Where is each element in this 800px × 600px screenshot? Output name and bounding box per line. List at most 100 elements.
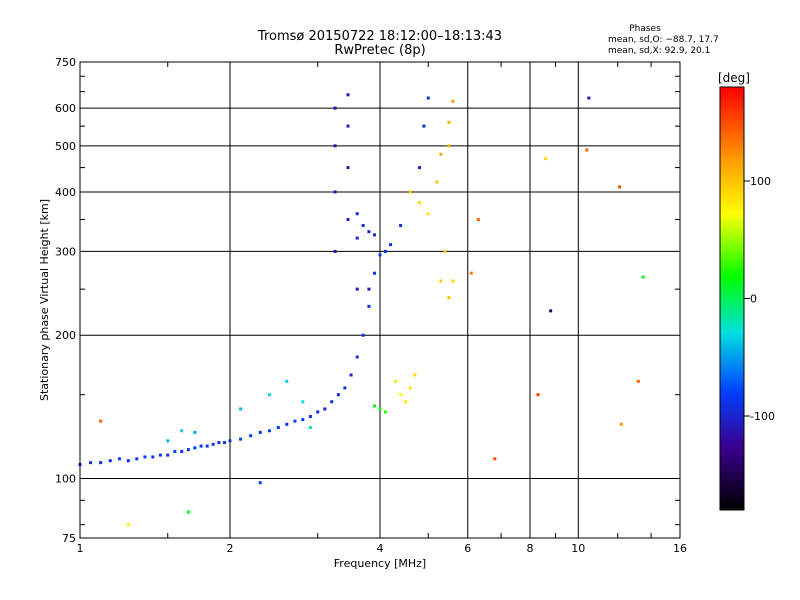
data-point — [439, 152, 443, 156]
data-point — [126, 523, 130, 527]
y-tick-labels: 75 100 200 300 400 500 600 750 — [55, 56, 76, 545]
data-point — [330, 400, 334, 404]
data-point — [389, 243, 393, 247]
data-point — [361, 333, 365, 337]
colorbar — [719, 86, 745, 511]
data-point — [399, 393, 403, 397]
x-tick-labels: 1 2 4 6 8 10 16 — [77, 542, 688, 555]
x-tick-label: 4 — [377, 542, 384, 555]
data-point — [323, 407, 327, 411]
x-tick-label: 6 — [464, 542, 471, 555]
data-point — [186, 510, 190, 514]
data-point — [217, 441, 221, 445]
data-point — [355, 287, 359, 291]
x-tick-label: 10 — [571, 542, 585, 555]
colorbar-tick-label: 100 — [750, 175, 771, 188]
data-point — [355, 212, 359, 216]
y-tick-label: 300 — [55, 245, 76, 258]
chart-subtitle: RwPretec (8p) — [334, 43, 425, 58]
data-point — [413, 373, 417, 377]
data-point — [373, 233, 377, 237]
data-point — [186, 448, 190, 452]
data-point — [239, 437, 243, 441]
data-point — [223, 441, 227, 445]
data-point — [333, 190, 337, 194]
data-point — [346, 166, 350, 170]
data-point — [399, 224, 403, 228]
data-point — [493, 457, 497, 461]
data-point — [355, 355, 359, 359]
data-point — [383, 410, 387, 414]
data-point — [367, 304, 371, 308]
data-point — [378, 253, 382, 257]
data-point — [180, 429, 184, 433]
data-point — [408, 190, 412, 194]
data-point — [249, 434, 253, 438]
data-point — [417, 166, 421, 170]
data-point — [544, 157, 548, 161]
phases-mean-x: mean, sd,X: 92.9, 20.1 — [608, 46, 710, 56]
data-point — [126, 459, 130, 463]
x-axis-label: Frequency [MHz] — [334, 557, 426, 570]
data-point — [258, 481, 262, 485]
y-tick-label: 75 — [62, 532, 76, 545]
data-point — [636, 379, 640, 383]
data-point — [158, 453, 162, 457]
data-point — [316, 410, 320, 414]
data-point — [367, 230, 371, 234]
data-point — [173, 449, 177, 453]
data-point — [205, 444, 209, 448]
data-point — [343, 386, 347, 390]
data-point — [549, 309, 553, 313]
data-point — [301, 400, 305, 404]
data-point — [267, 393, 271, 397]
data-point — [276, 425, 280, 429]
data-point — [403, 400, 407, 404]
colorbar-tick-labels: 100 0 -100 — [744, 175, 775, 423]
data-point — [228, 439, 232, 443]
data-point — [333, 249, 337, 253]
data-point — [447, 120, 451, 124]
y-tick-label: 400 — [55, 186, 76, 199]
x-tick-label: 2 — [227, 542, 234, 555]
y-axis-label: Stationary phase Virtual Height [km] — [38, 199, 51, 401]
data-point — [439, 279, 443, 283]
data-point — [333, 106, 337, 110]
data-point — [346, 93, 350, 97]
data-point — [285, 422, 289, 426]
data-point — [211, 442, 215, 446]
colorbar-label: [deg] — [718, 71, 750, 85]
data-point — [258, 430, 262, 434]
x-tick-label: 1 — [77, 542, 84, 555]
data-point — [355, 236, 359, 240]
data-point — [166, 439, 170, 443]
data-point — [349, 373, 353, 377]
data-point — [267, 429, 271, 433]
data-point — [417, 201, 421, 205]
data-point — [373, 271, 377, 275]
data-point — [378, 407, 382, 411]
data-point — [193, 430, 197, 434]
data-point — [536, 393, 540, 397]
data-point — [336, 393, 340, 397]
data-point — [408, 386, 412, 390]
data-point — [618, 185, 622, 189]
data-point — [285, 379, 289, 383]
data-point — [443, 249, 447, 253]
data-point — [426, 212, 430, 216]
chart-title: Tromsø 20150722 18:12:00–18:13:43 — [257, 29, 502, 44]
plot-frame — [79, 61, 681, 539]
data-point — [451, 279, 455, 283]
data-point — [373, 404, 377, 408]
data-point — [293, 419, 297, 423]
phases-mean-o: mean, sd,O: −88.7, 17.7 — [608, 35, 719, 45]
data-point — [587, 96, 591, 100]
data-point — [301, 418, 305, 422]
x-tick-label: 16 — [673, 542, 687, 555]
data-point — [435, 180, 439, 184]
data-point — [308, 414, 312, 418]
data-point — [451, 99, 455, 103]
data-point — [585, 148, 589, 152]
data-point — [108, 459, 112, 463]
